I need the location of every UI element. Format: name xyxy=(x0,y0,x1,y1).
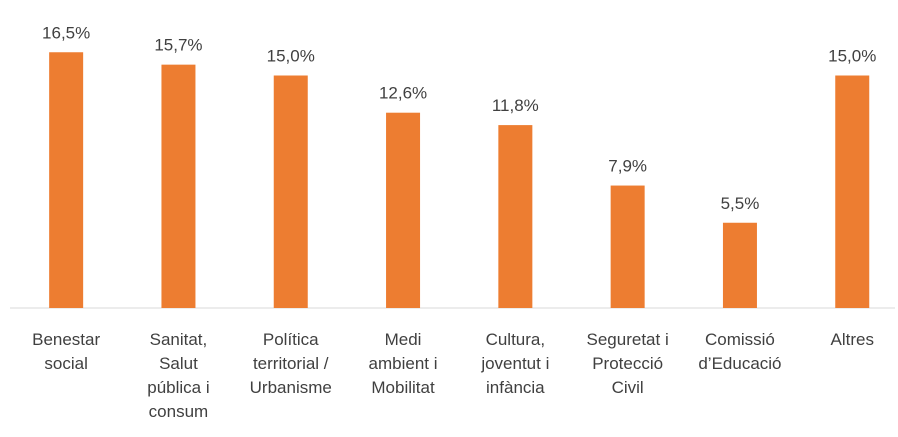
bar xyxy=(610,185,645,308)
x-tick-label: Cultura, joventut i infància xyxy=(481,330,550,397)
x-tick-label: Comissió d’Educació xyxy=(698,330,782,373)
data-label: 15,0% xyxy=(267,47,315,66)
x-tick-label: Altres xyxy=(830,330,874,349)
bar xyxy=(273,75,308,308)
bar xyxy=(498,125,533,308)
bar xyxy=(835,75,870,308)
x-tick-label: Benestar social xyxy=(32,330,101,373)
x-tick-label: Seguretat i Protecció Civil xyxy=(586,330,669,397)
bar xyxy=(161,64,196,309)
data-label: 15,7% xyxy=(154,36,202,55)
data-label: 11,8% xyxy=(492,96,539,115)
x-tick-label: Sanitat, Salut pública i consum xyxy=(147,330,210,421)
data-label: 16,5% xyxy=(42,23,90,42)
bar xyxy=(386,112,421,308)
x-tick-label: Política territorial / Urbanisme xyxy=(249,330,332,397)
bar xyxy=(49,52,84,308)
bar xyxy=(722,222,757,308)
data-label: 15,0% xyxy=(828,47,876,66)
x-tick-label: Medi ambient i Mobilitat xyxy=(368,330,438,397)
data-label: 7,9% xyxy=(608,157,647,176)
data-label: 5,5% xyxy=(721,194,760,213)
data-label: 12,6% xyxy=(379,84,427,103)
